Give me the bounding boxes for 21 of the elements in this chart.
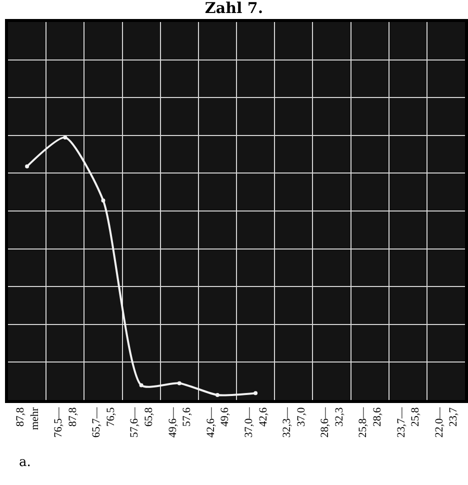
x-tick-label: 23,7—25,8 [395, 406, 422, 438]
x-tick-label: 42,6—49,6 [204, 406, 232, 438]
x-tick-label: 32,3—37,0 [281, 406, 308, 438]
x-tick-label: 37,0—42,6 [242, 406, 270, 438]
point [215, 393, 220, 398]
text: a. [19, 455, 31, 470]
x-tick-label: 28,6—32,3 [319, 406, 346, 438]
x-tick-label: 57,6—65,8 [128, 406, 156, 438]
x-tick-label: 22,0—23,7 [433, 406, 460, 438]
point [101, 198, 106, 202]
point [25, 164, 30, 168]
chart-title: Zahl 7. [204, 0, 264, 17]
x-tick-label: 65,7—76,5 [90, 406, 117, 438]
x-tick-label: 25,8—28,6 [357, 406, 384, 438]
x-tick-label: 49,6—57,6 [166, 406, 194, 438]
point [254, 391, 258, 396]
x-tick-label: 76,5—87,8 [52, 406, 79, 438]
point [63, 136, 68, 140]
point [177, 381, 182, 386]
point [139, 383, 144, 388]
x-tick-label: 87,8 mehr [14, 406, 41, 430]
